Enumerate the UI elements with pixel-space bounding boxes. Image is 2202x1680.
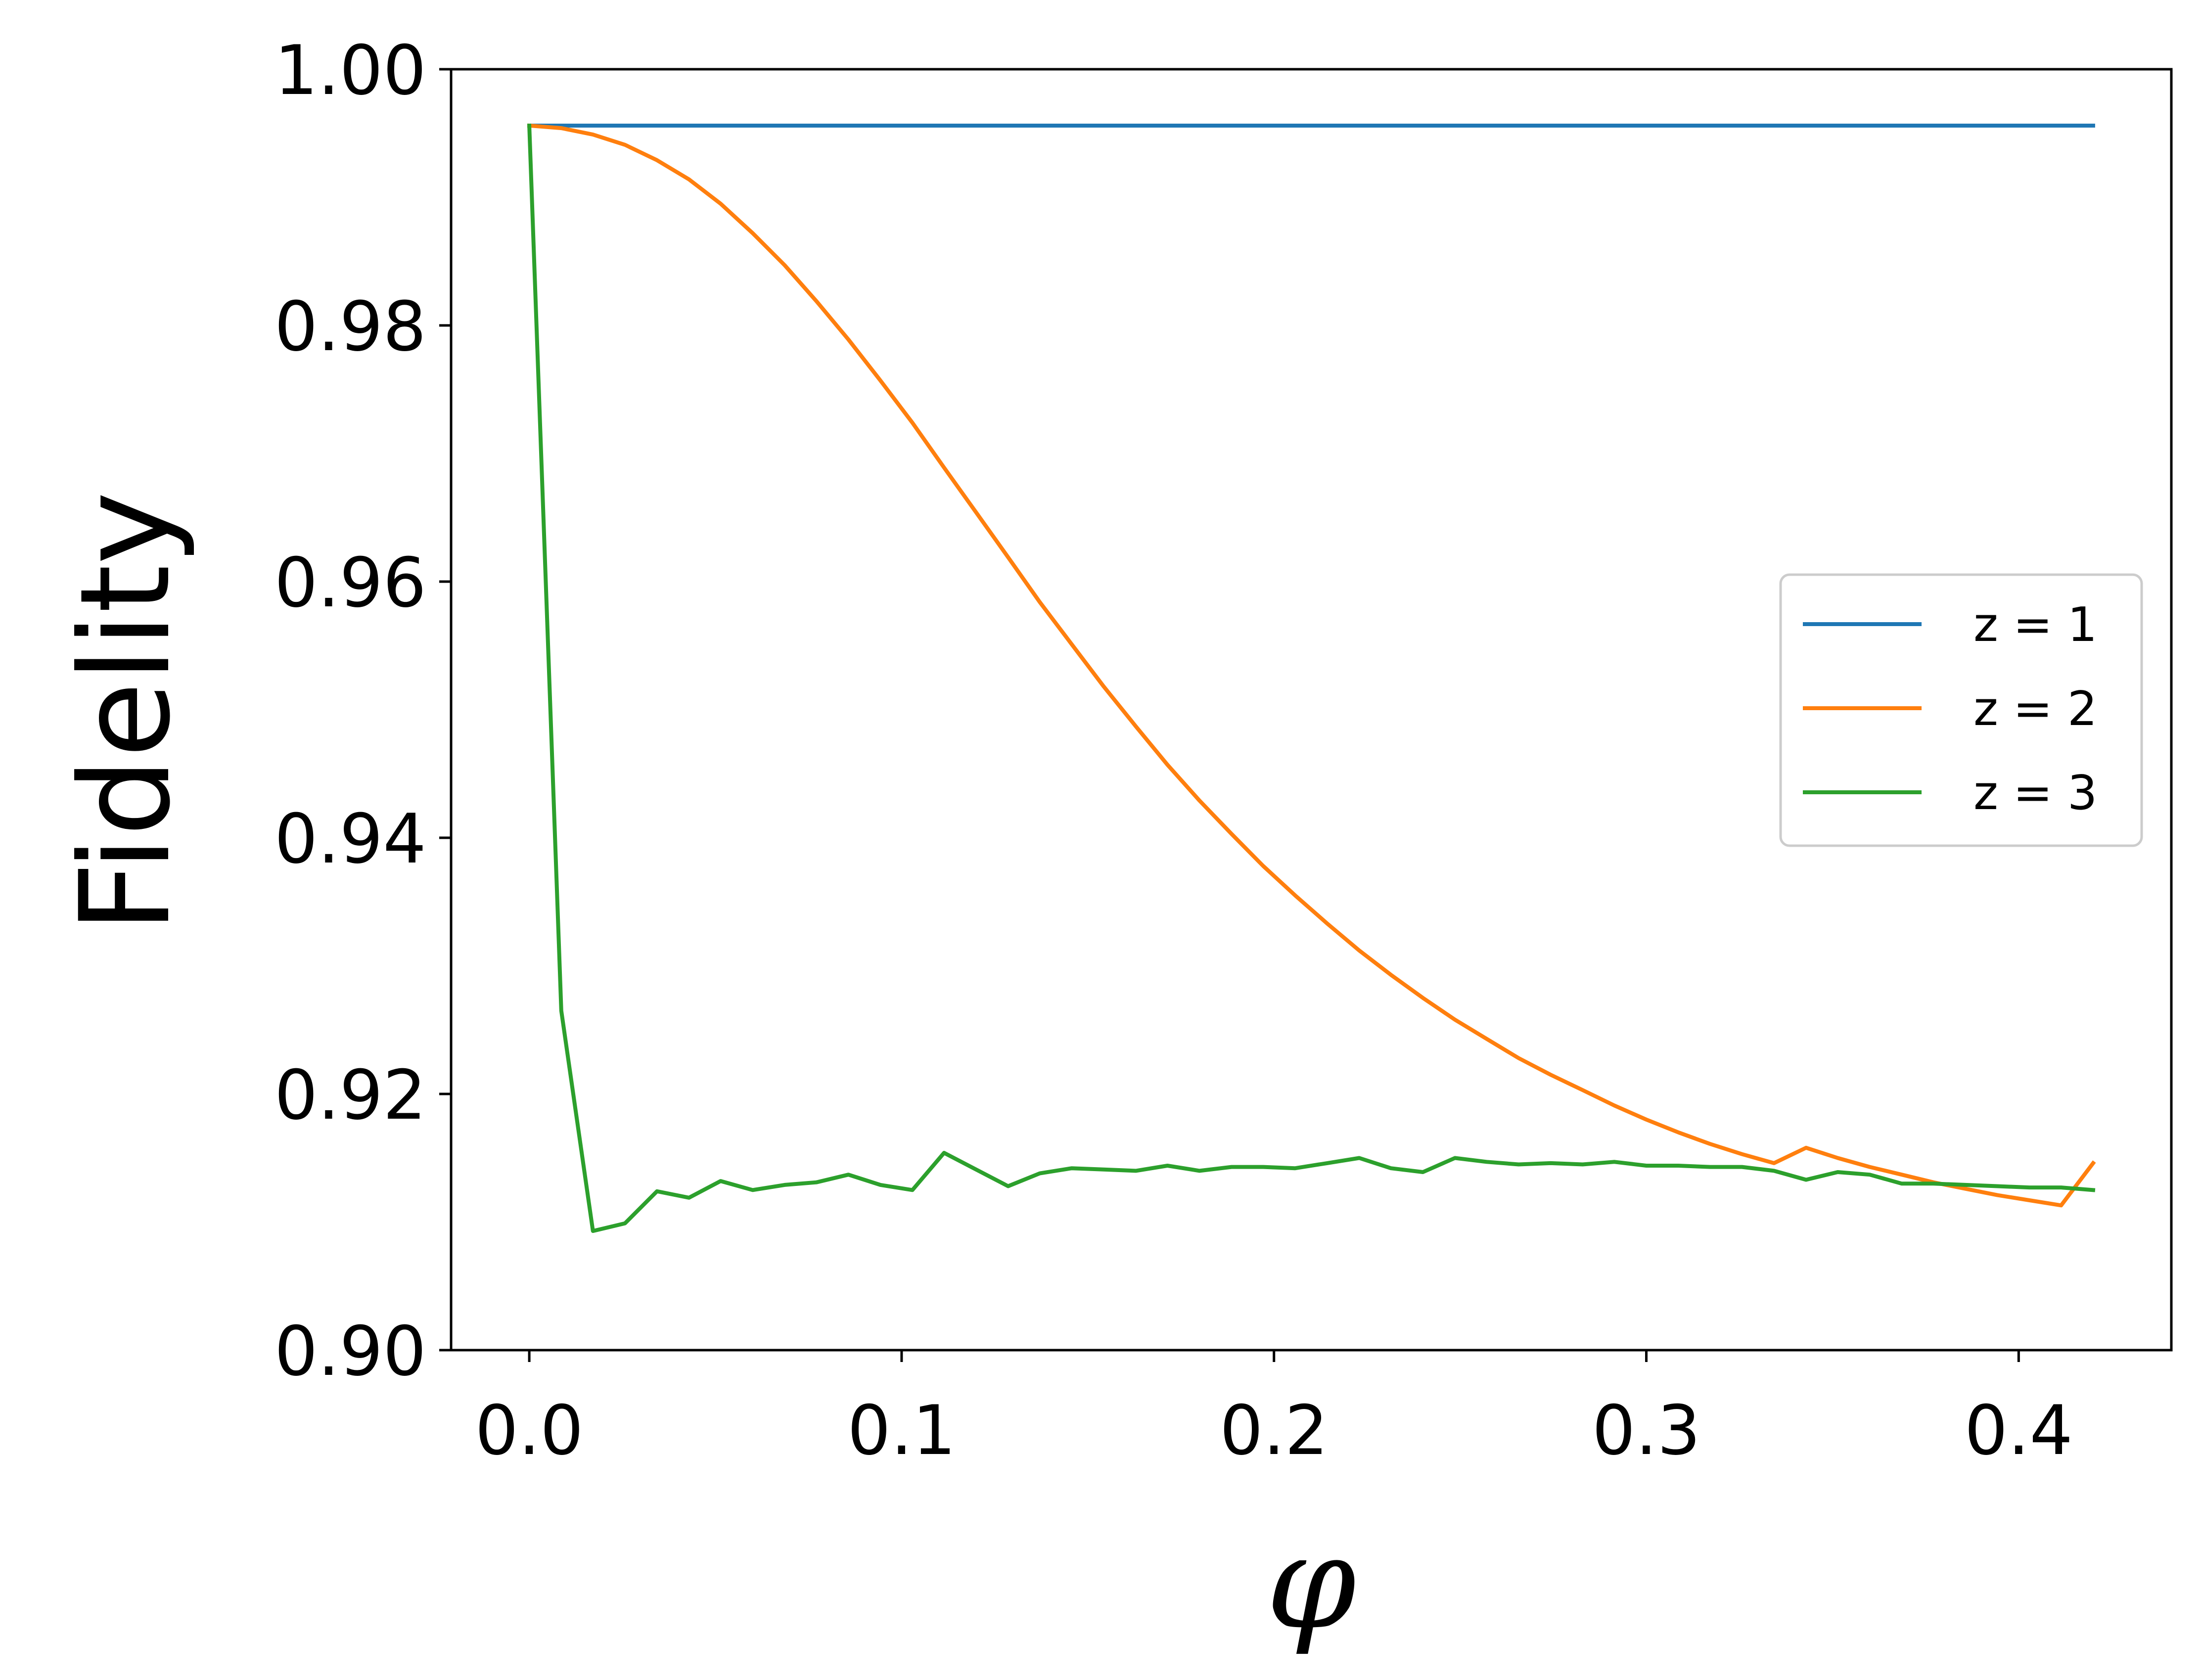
x-tick-label: 0.3 (1592, 1391, 1700, 1470)
y-tick-label: 0.90 (275, 1312, 426, 1391)
x-tick-label: 0.1 (847, 1391, 956, 1470)
x-axis: 0.0 0.1 0.2 0.3 0.4 (475, 1350, 2073, 1470)
legend: z = 1 z = 2 z = 3 (1779, 573, 2143, 847)
y-axis: 0.90 0.92 0.94 0.96 0.98 1.00 (275, 31, 451, 1391)
y-tick-label: 0.92 (275, 1055, 426, 1135)
plot-frame (450, 68, 2173, 1352)
legend-box (1779, 573, 2143, 847)
y-axis-title: Fidelity (53, 492, 197, 933)
x-axis-title: φ (1266, 1508, 1357, 1658)
legend-label-z1: z = 1 (1973, 598, 2097, 652)
legend-label-z2: z = 2 (1973, 682, 2097, 736)
legend-items: z = 1 z = 2 z = 3 (1803, 598, 2097, 820)
x-tick-label: 0.2 (1220, 1391, 1328, 1470)
x-tick-label: 0.4 (1965, 1391, 2073, 1470)
series-layer (527, 123, 2096, 1233)
y-tick-label: 0.96 (275, 543, 426, 623)
series-line-z3 (527, 123, 2096, 1233)
legend-label-z3: z = 3 (1973, 766, 2097, 820)
y-tick-label: 0.98 (275, 287, 426, 366)
x-tick-label: 0.0 (475, 1391, 583, 1470)
y-tick-label: 1.00 (275, 31, 426, 110)
y-tick-label: 0.94 (275, 799, 426, 879)
series-line-z2 (527, 123, 2096, 1208)
